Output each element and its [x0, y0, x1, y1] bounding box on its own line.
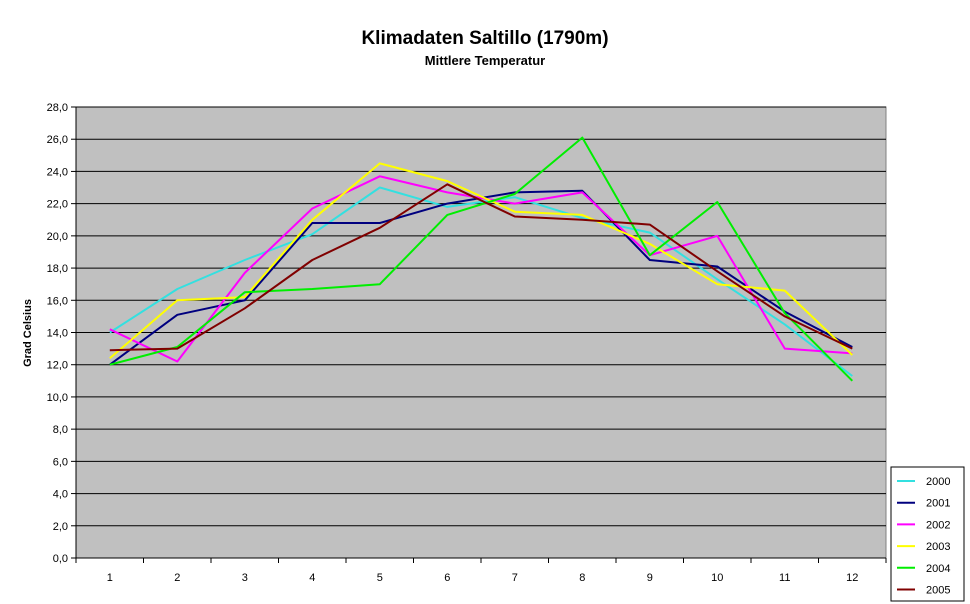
x-tick-label: 3 — [242, 572, 248, 584]
y-tick-label: 10,0 — [47, 392, 68, 404]
legend-label-2002: 2002 — [926, 519, 950, 531]
x-tick-label: 9 — [647, 572, 653, 584]
x-axis-ticks: 1 2 3 4 5 6 7 8 9 10 11 12 — [75, 558, 887, 584]
legend-label-2001: 2001 — [926, 498, 950, 510]
y-tick-label: 22,0 — [47, 199, 68, 211]
y-tick-label: 20,0 — [47, 231, 68, 243]
series-line-2005 — [109, 183, 853, 352]
y-tick-label: 16,0 — [47, 295, 68, 307]
y-tick-label: 4,0 — [53, 489, 68, 501]
chart-subtitle: Mittlere Temperatur — [425, 53, 545, 68]
series-line-2002 — [109, 175, 853, 363]
x-tick-label: 5 — [377, 572, 383, 584]
x-tick-label: 10 — [711, 572, 723, 584]
legend-label-2004: 2004 — [926, 563, 950, 575]
legend-label-2003: 2003 — [926, 541, 950, 553]
y-tick-label: 8,0 — [53, 424, 68, 436]
x-tick-label: 4 — [309, 572, 315, 584]
series-line-2000 — [109, 186, 853, 377]
y-tick-label: 26,0 — [47, 134, 68, 146]
x-tick-label: 6 — [444, 572, 450, 584]
legend-label-2000: 2000 — [926, 476, 950, 488]
y-tick-label: 0,0 — [53, 553, 68, 565]
x-tick-label: 12 — [846, 572, 858, 584]
y-tick-label: 6,0 — [53, 456, 68, 468]
x-tick-label: 1 — [107, 572, 113, 584]
series-line-2004 — [109, 136, 854, 382]
grid-lines — [76, 106, 886, 527]
series-lines — [109, 136, 854, 382]
y-tick-label: 12,0 — [47, 360, 68, 372]
y-axis-ticks: 0,0 2,0 4,0 6,0 8,0 10,0 12,0 14,0 16,0 18,0 20,0 2… — [47, 102, 76, 565]
y-axis-label: Grad Celsius — [22, 299, 34, 367]
legend-box — [890, 466, 965, 602]
y-tick-label: 2,0 — [53, 521, 68, 533]
y-tick-label: 14,0 — [47, 328, 68, 340]
y-tick-label: 28,0 — [47, 102, 68, 114]
series-line-2003 — [109, 162, 853, 360]
y-tick-label: 24,0 — [47, 166, 68, 178]
y-tick-label: 18,0 — [47, 263, 68, 275]
legend: 2000 2001 2002 2003 2004 2005 — [890, 466, 965, 602]
x-tick-label: 8 — [579, 572, 585, 584]
x-tick-label: 2 — [174, 572, 180, 584]
x-tick-label: 7 — [512, 572, 518, 584]
x-tick-label: 11 — [779, 572, 790, 584]
legend-label-2005: 2005 — [926, 585, 950, 597]
chart-title: Klimadaten Saltillo (1790m) — [361, 28, 608, 49]
